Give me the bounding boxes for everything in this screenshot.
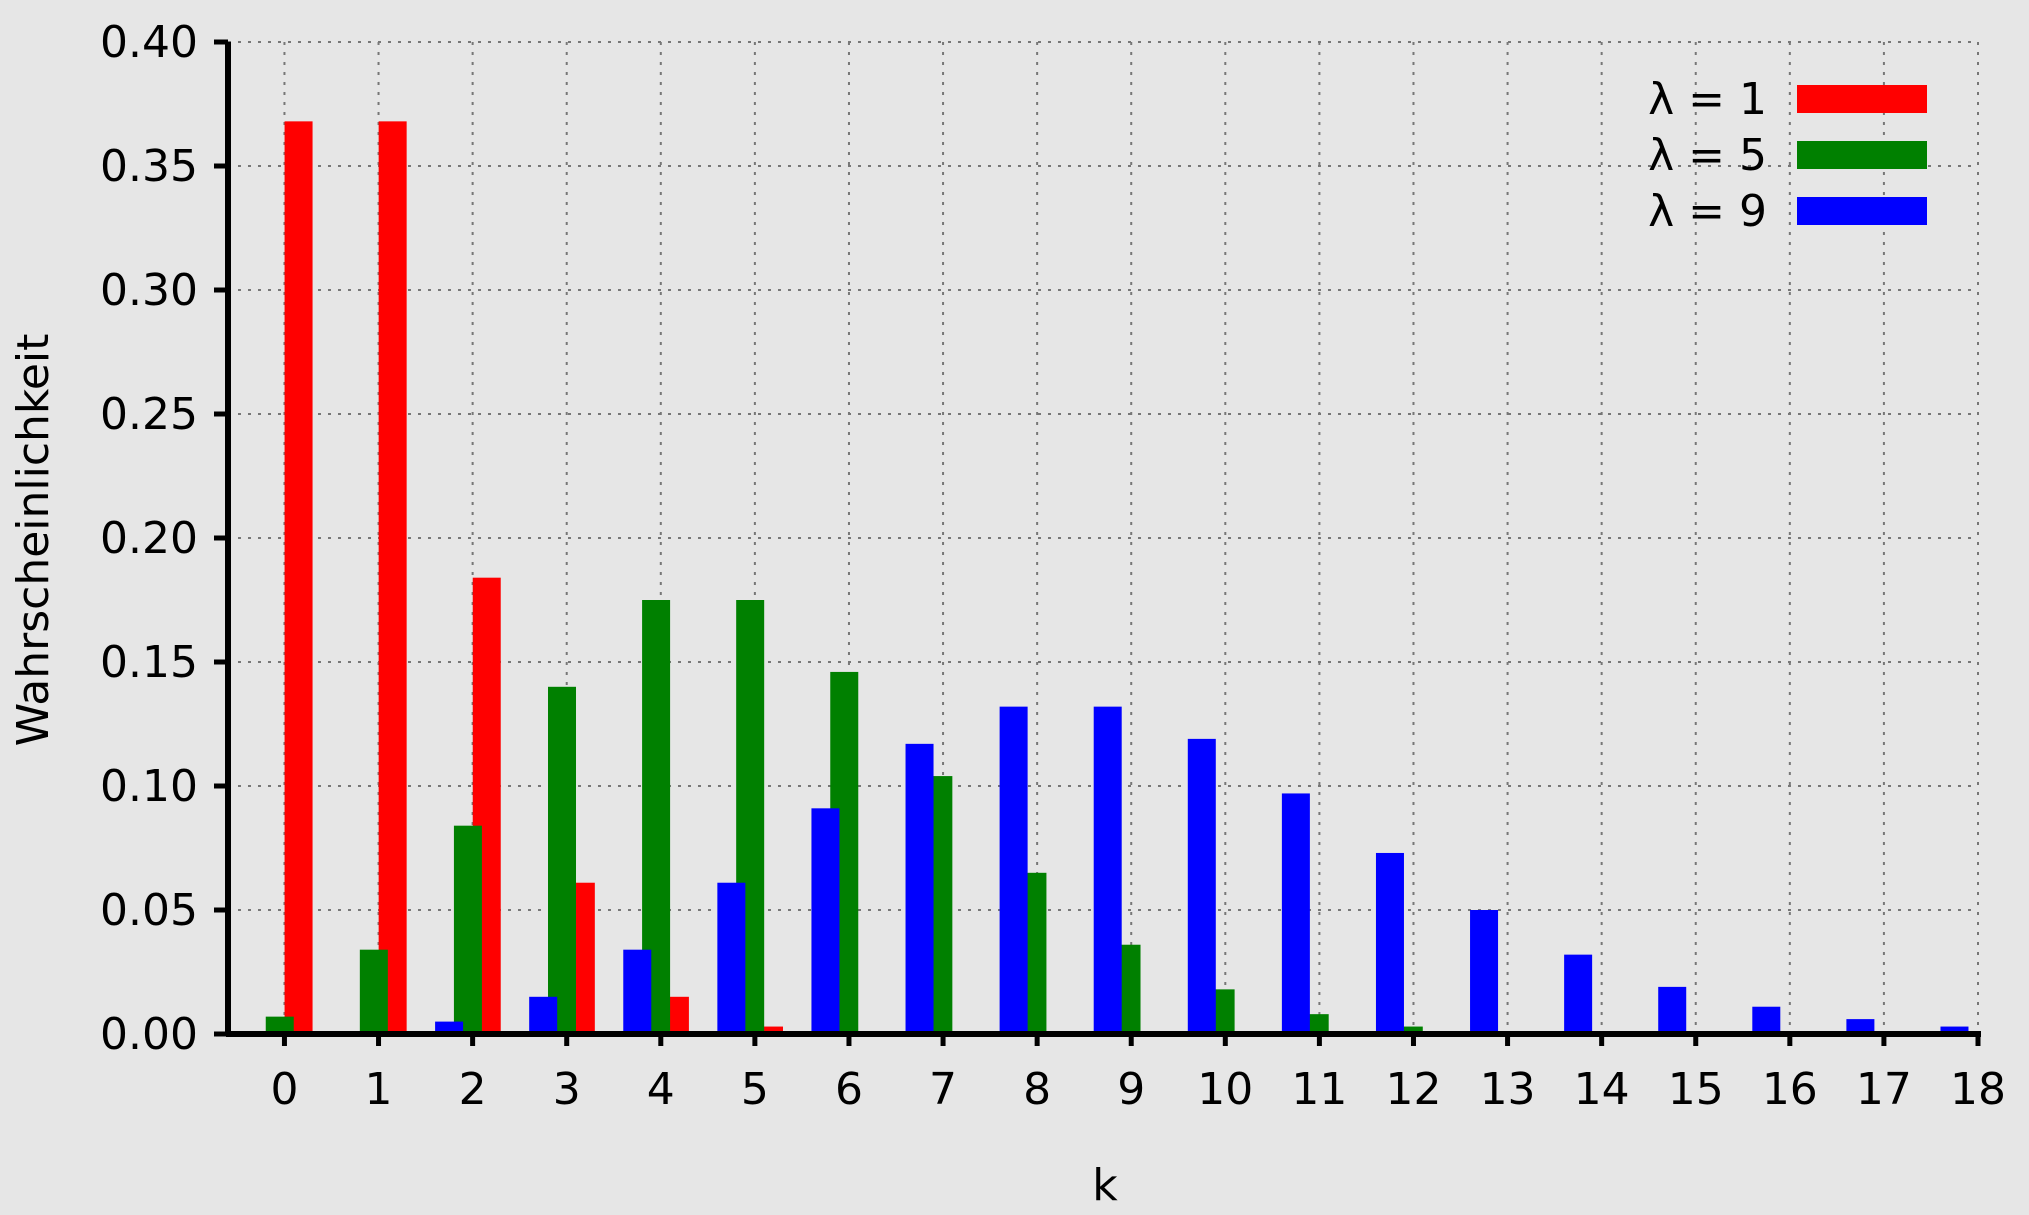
x-tick-label: 11	[1291, 1064, 1347, 1115]
y-axis-title: Wahrscheinlichkeit	[8, 334, 59, 747]
x-tick-label: 15	[1668, 1064, 1724, 1115]
bar-series3-k12	[1375, 852, 1404, 1034]
bar-series3-k14	[1564, 954, 1593, 1034]
bar-series1-k1	[378, 121, 407, 1035]
bar-series2-k1	[359, 949, 388, 1034]
x-tick-label: 12	[1385, 1064, 1441, 1115]
x-axis-title: k	[1092, 1160, 1118, 1211]
y-tick-label: 0.20	[100, 513, 198, 564]
bar-series3-k17	[1846, 1019, 1875, 1034]
legend-label-series3: λ = 9	[1648, 186, 1767, 237]
x-tick-label: 2	[459, 1064, 487, 1115]
bar-series3-k8	[999, 706, 1028, 1034]
legend-swatch-series3	[1797, 197, 1927, 225]
bar-series3-k10	[1187, 738, 1216, 1034]
x-tick-label: 7	[929, 1064, 957, 1115]
x-tick-label: 3	[553, 1064, 581, 1115]
bar-series3-k18	[1940, 1026, 1969, 1034]
bars	[246, 121, 1969, 1035]
axes	[214, 39, 1981, 1046]
x-tick-label: 13	[1480, 1064, 1536, 1115]
bar-series3-k6	[811, 808, 840, 1034]
y-tick-label: 0.30	[100, 265, 198, 316]
x-tick-label: 18	[1950, 1064, 2006, 1115]
y-tick-label: 0.35	[100, 141, 198, 192]
bar-series1-k5	[754, 1026, 783, 1034]
x-tick-label: 1	[365, 1064, 393, 1115]
y-tick-label: 0.10	[100, 761, 198, 812]
bar-series3-k2	[435, 1021, 464, 1034]
x-tick-label: 5	[741, 1064, 769, 1115]
x-tick-label: 17	[1856, 1064, 1912, 1115]
bar-series2-k12	[1394, 1026, 1423, 1034]
y-tick-label: 0.05	[100, 885, 198, 936]
bar-series2-k3	[548, 686, 577, 1034]
bar-series3-k15	[1658, 986, 1687, 1034]
bar-series3-k9	[1093, 706, 1122, 1034]
y-tick-label: 0.25	[100, 389, 198, 440]
x-tick-label: 16	[1762, 1064, 1818, 1115]
x-tick-label: 8	[1023, 1064, 1051, 1115]
bar-series3-k5	[717, 882, 746, 1034]
legend-swatch-series1	[1797, 85, 1927, 113]
bar-series3-k7	[905, 743, 934, 1034]
x-tick-label: 9	[1117, 1064, 1145, 1115]
x-tick-label: 6	[835, 1064, 863, 1115]
bar-series3-k16	[1752, 1006, 1781, 1034]
bar-series2-k2	[453, 825, 482, 1034]
y-tick-label: 0.00	[100, 1009, 198, 1060]
x-tick-label: 0	[270, 1064, 298, 1115]
bar-series2-k0	[265, 1016, 294, 1034]
grid-lines	[228, 41, 1979, 1034]
bar-series3-k13	[1470, 910, 1499, 1034]
x-tick-label: 10	[1197, 1064, 1253, 1115]
bar-series3-k3	[529, 996, 558, 1034]
legend-label-series1: λ = 1	[1648, 74, 1767, 125]
tick-labels: 0.000.050.100.150.200.250.300.350.400 1 2 3…	[100, 17, 2006, 1115]
y-tick-label: 0.15	[100, 637, 198, 688]
y-tick-label: 0.40	[100, 17, 198, 68]
bar-series3-k11	[1281, 793, 1310, 1034]
legend-label-series2: λ = 5	[1648, 130, 1767, 181]
x-tick-label: 14	[1574, 1064, 1630, 1115]
x-tick-label: 4	[647, 1064, 675, 1115]
legend: λ = 1λ = 5λ = 9	[1648, 74, 1927, 237]
legend-swatch-series2	[1797, 141, 1927, 169]
bar-series1-k0	[284, 121, 313, 1035]
bar-series3-k4	[623, 949, 652, 1034]
